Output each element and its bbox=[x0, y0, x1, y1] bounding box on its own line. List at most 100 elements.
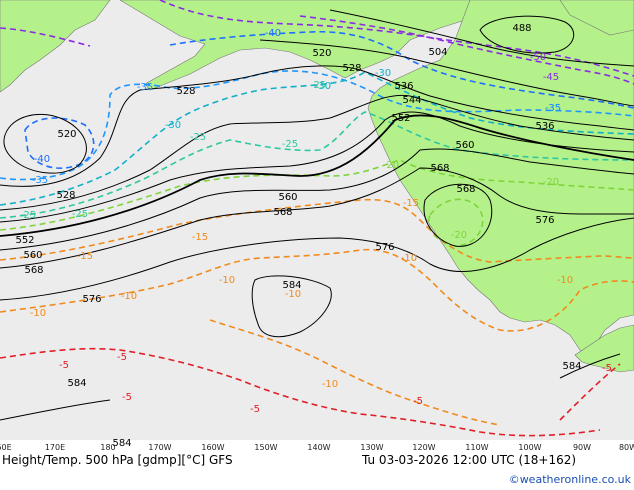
height-label: 536 bbox=[535, 121, 554, 132]
height-label: 520 bbox=[57, 129, 76, 140]
temperature-label: -30 bbox=[375, 68, 391, 79]
temperature-label: -20 bbox=[543, 177, 559, 188]
height-contour-568 bbox=[0, 167, 634, 269]
temperature-label: -10 bbox=[557, 275, 573, 286]
height-contour-552 bbox=[0, 114, 634, 237]
temperature-label: -50 bbox=[530, 52, 546, 63]
height-contour-584-south bbox=[0, 353, 621, 421]
temperature-label: -20 bbox=[383, 160, 399, 171]
isotherm-minus-15 bbox=[0, 198, 634, 263]
longitude-label: 120W bbox=[412, 443, 435, 452]
map-title: Height/Temp. 500 hPa [gdmp][°C] GFS bbox=[2, 453, 233, 467]
height-contour-560 bbox=[0, 148, 634, 251]
temperature-label: -45 bbox=[543, 72, 559, 83]
height-contour-576 bbox=[0, 217, 634, 301]
temperature-label: -40 bbox=[265, 28, 281, 39]
valid-time: Tu 03-03-2026 12:00 UTC (18+162) bbox=[362, 453, 577, 467]
height-contour-568-loop bbox=[423, 183, 493, 247]
height-contour-504 bbox=[329, 9, 634, 67]
height-label: 488 bbox=[512, 23, 531, 34]
temperature-label: -30 bbox=[165, 120, 181, 131]
temperature-label: -10 bbox=[322, 379, 338, 390]
longitude-label: 110W bbox=[465, 443, 488, 452]
longitude-label: 80W bbox=[619, 443, 634, 452]
height-label: 576 bbox=[535, 215, 554, 226]
height-contour-528 bbox=[0, 65, 634, 187]
temperature-label: -15 bbox=[403, 198, 419, 209]
isotherm-minus-40 bbox=[169, 30, 634, 109]
alaska-land bbox=[119, 0, 471, 91]
height-contour-520-east bbox=[259, 39, 634, 107]
temperature-label: -10 bbox=[30, 308, 46, 319]
longitude-label: 100W bbox=[518, 443, 541, 452]
temperature-label: -25 bbox=[190, 132, 206, 143]
arctic-island-land bbox=[559, 0, 634, 36]
height-label: 560 bbox=[455, 140, 474, 151]
height-contour-488 bbox=[479, 15, 575, 54]
temperature-label: -25 bbox=[282, 139, 298, 150]
temperature-label: -10 bbox=[121, 291, 137, 302]
height-contour-536 bbox=[0, 94, 634, 211]
temperature-label: -25 bbox=[72, 209, 88, 220]
temperature-label: -5 bbox=[602, 363, 612, 374]
temperature-label: -40 bbox=[34, 154, 50, 165]
height-label: 552 bbox=[15, 235, 34, 246]
temperature-label: -5 bbox=[413, 396, 423, 407]
temperature-label: -20 bbox=[451, 230, 467, 241]
temperature-label: -5 bbox=[117, 352, 127, 363]
temperature-label: -15 bbox=[77, 251, 93, 262]
isotherm-minus-50 bbox=[159, 0, 634, 77]
height-label: 528 bbox=[342, 63, 361, 74]
temperature-label: -35 bbox=[545, 103, 561, 114]
temperature-label: -15 bbox=[192, 232, 208, 243]
height-label: 568 bbox=[456, 184, 475, 195]
height-contour-520-west bbox=[3, 113, 87, 174]
height-label: 520 bbox=[312, 48, 331, 59]
height-label: 568 bbox=[430, 163, 449, 174]
landmasses bbox=[0, 0, 634, 373]
longitude-label: 160W bbox=[201, 443, 224, 452]
longitude-label: 130W bbox=[360, 443, 383, 452]
central-america-land bbox=[574, 324, 634, 373]
height-label: 584 bbox=[562, 361, 581, 372]
isotherm-minus-10 bbox=[0, 248, 634, 332]
temperature-label: -35 bbox=[545, 103, 561, 114]
height-label: 560 bbox=[23, 250, 42, 261]
height-label: 568 bbox=[273, 207, 292, 218]
temperature-labels: -40 -40 -35 -35 -30 -30 -25 -25 -30 -35 … bbox=[20, 28, 612, 415]
height-label: 584 bbox=[112, 438, 131, 449]
temperature-label: -5 bbox=[59, 360, 69, 371]
height-label: 576 bbox=[82, 294, 101, 305]
height-label: 552 bbox=[391, 113, 410, 124]
height-label: 584 bbox=[282, 280, 301, 291]
siberia-land bbox=[0, 0, 111, 93]
temperature-label: -10 bbox=[401, 253, 417, 264]
isotherm-minus-20-inland bbox=[428, 198, 484, 247]
temperature-label: -35 bbox=[137, 82, 153, 93]
height-label: 536 bbox=[394, 81, 413, 92]
height-label: 568 bbox=[24, 265, 43, 276]
temperature-label: -10 bbox=[219, 275, 235, 286]
height-contour-584 bbox=[251, 275, 332, 338]
height-label: 528 bbox=[56, 190, 75, 201]
isotherm-minus-30 bbox=[0, 71, 634, 206]
source-credit-link[interactable]: ©weatheronline.co.uk bbox=[508, 473, 631, 486]
longitude-label: 60E bbox=[0, 443, 12, 452]
temperature-label: -30 bbox=[315, 81, 331, 92]
longitude-label: 150W bbox=[254, 443, 277, 452]
isotherm-minus-40-loop bbox=[24, 117, 95, 169]
longitude-label: 140W bbox=[307, 443, 330, 452]
isotherm-minus-45 bbox=[0, 15, 634, 85]
height-contour-544 bbox=[0, 111, 634, 223]
longitude-label: 90W bbox=[573, 443, 591, 452]
height-contours bbox=[0, 9, 634, 421]
isotherm-minus-5-east bbox=[559, 363, 621, 421]
isotherm-minus-10-south bbox=[209, 319, 501, 426]
longitude-label: 170E bbox=[45, 443, 65, 452]
height-labels: 488 504 520 528 528 536 544 552 520 528 … bbox=[15, 23, 581, 449]
height-label: 504 bbox=[428, 47, 447, 58]
height-label: 584 bbox=[67, 378, 86, 389]
temperature-label: -5 bbox=[122, 392, 132, 403]
temperature-label: -10 bbox=[285, 289, 301, 300]
